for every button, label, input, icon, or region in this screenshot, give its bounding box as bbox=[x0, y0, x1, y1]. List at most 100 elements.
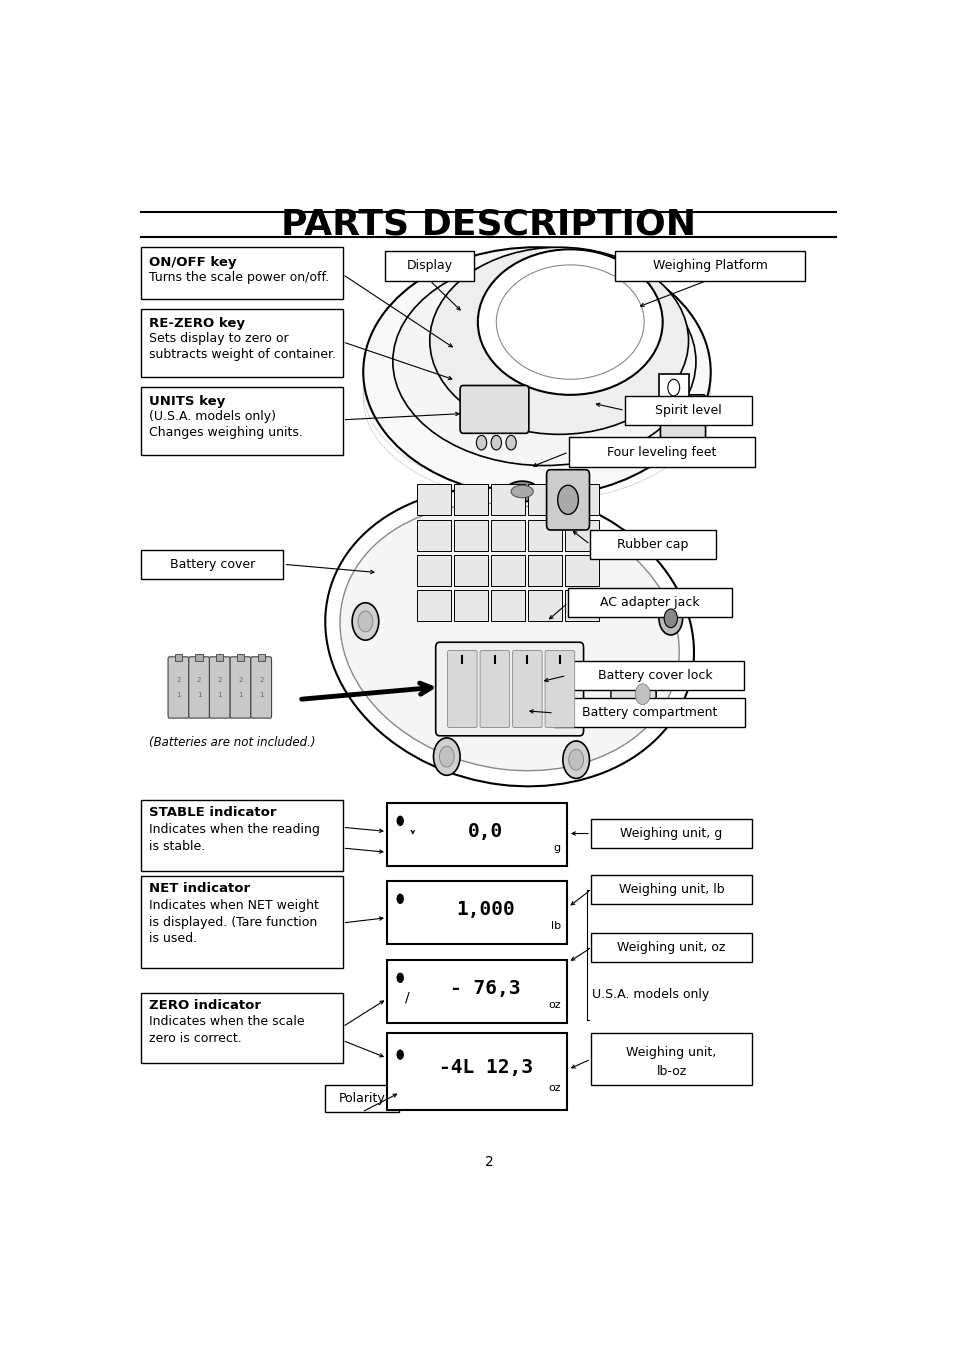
FancyBboxPatch shape bbox=[568, 437, 755, 467]
Text: Indicates when the reading: Indicates when the reading bbox=[149, 824, 319, 836]
FancyBboxPatch shape bbox=[141, 309, 342, 377]
Ellipse shape bbox=[363, 247, 710, 497]
Text: -4L 12,3: -4L 12,3 bbox=[438, 1058, 532, 1077]
FancyBboxPatch shape bbox=[168, 657, 189, 718]
Text: Sets display to zero or: Sets display to zero or bbox=[149, 332, 288, 346]
FancyBboxPatch shape bbox=[436, 643, 583, 736]
Text: lb-oz: lb-oz bbox=[656, 1065, 686, 1079]
FancyBboxPatch shape bbox=[590, 875, 751, 905]
Circle shape bbox=[476, 436, 486, 450]
FancyBboxPatch shape bbox=[189, 657, 210, 718]
FancyBboxPatch shape bbox=[387, 1033, 566, 1110]
Circle shape bbox=[629, 675, 656, 713]
Text: U.S.A. models only: U.S.A. models only bbox=[592, 988, 709, 1002]
Text: 2: 2 bbox=[196, 676, 201, 683]
FancyBboxPatch shape bbox=[387, 882, 566, 944]
Text: 1: 1 bbox=[176, 693, 180, 698]
FancyBboxPatch shape bbox=[491, 590, 524, 621]
FancyBboxPatch shape bbox=[567, 589, 731, 617]
FancyBboxPatch shape bbox=[512, 651, 541, 728]
FancyBboxPatch shape bbox=[141, 247, 342, 300]
Text: Weighing unit, oz: Weighing unit, oz bbox=[617, 941, 725, 954]
FancyBboxPatch shape bbox=[416, 590, 451, 621]
Text: 1: 1 bbox=[238, 693, 242, 698]
FancyBboxPatch shape bbox=[590, 531, 715, 559]
Text: Changes weighing units.: Changes weighing units. bbox=[149, 427, 302, 439]
Circle shape bbox=[433, 738, 459, 775]
Text: ZERO indicator: ZERO indicator bbox=[149, 999, 260, 1011]
Text: Indicates when NET weight: Indicates when NET weight bbox=[149, 899, 318, 913]
Circle shape bbox=[396, 894, 403, 904]
Text: Indicates when the scale: Indicates when the scale bbox=[149, 1015, 304, 1029]
FancyBboxPatch shape bbox=[590, 819, 751, 848]
FancyBboxPatch shape bbox=[566, 662, 743, 690]
Text: zero is correct.: zero is correct. bbox=[149, 1031, 241, 1045]
FancyBboxPatch shape bbox=[454, 590, 488, 621]
Text: 2: 2 bbox=[238, 676, 242, 683]
FancyBboxPatch shape bbox=[479, 651, 509, 728]
Text: Battery cover lock: Battery cover lock bbox=[598, 670, 712, 682]
FancyBboxPatch shape bbox=[454, 485, 488, 516]
Circle shape bbox=[667, 379, 679, 396]
FancyBboxPatch shape bbox=[210, 657, 230, 718]
Text: 1: 1 bbox=[258, 693, 263, 698]
FancyBboxPatch shape bbox=[546, 470, 589, 531]
FancyBboxPatch shape bbox=[447, 651, 476, 728]
Text: 2: 2 bbox=[484, 1156, 493, 1169]
Text: 1,000: 1,000 bbox=[456, 900, 515, 919]
Circle shape bbox=[439, 747, 454, 767]
Text: 0,0: 0,0 bbox=[468, 822, 503, 841]
Text: Weighing Platform: Weighing Platform bbox=[652, 259, 766, 273]
Text: RE-ZERO key: RE-ZERO key bbox=[149, 317, 245, 329]
FancyBboxPatch shape bbox=[624, 396, 751, 425]
FancyBboxPatch shape bbox=[416, 520, 451, 551]
Text: Turns the scale power on/off.: Turns the scale power on/off. bbox=[149, 271, 329, 284]
Ellipse shape bbox=[429, 247, 688, 435]
FancyBboxPatch shape bbox=[216, 653, 223, 662]
FancyBboxPatch shape bbox=[454, 520, 488, 551]
Circle shape bbox=[635, 684, 649, 705]
FancyBboxPatch shape bbox=[141, 992, 342, 1064]
FancyBboxPatch shape bbox=[554, 698, 744, 728]
FancyBboxPatch shape bbox=[528, 485, 561, 516]
FancyBboxPatch shape bbox=[528, 520, 561, 551]
Text: Rubber cap: Rubber cap bbox=[617, 539, 688, 551]
Text: Weighing unit, g: Weighing unit, g bbox=[619, 828, 722, 840]
Circle shape bbox=[568, 749, 583, 770]
Circle shape bbox=[352, 602, 378, 640]
Text: Spirit level: Spirit level bbox=[655, 404, 721, 417]
FancyBboxPatch shape bbox=[174, 653, 182, 662]
FancyBboxPatch shape bbox=[528, 555, 561, 586]
Text: 1: 1 bbox=[217, 693, 222, 698]
FancyBboxPatch shape bbox=[324, 1085, 398, 1112]
FancyBboxPatch shape bbox=[236, 653, 244, 662]
FancyBboxPatch shape bbox=[195, 653, 203, 662]
FancyBboxPatch shape bbox=[564, 590, 598, 621]
FancyBboxPatch shape bbox=[544, 651, 574, 728]
Circle shape bbox=[396, 972, 403, 983]
Text: AC adapter jack: AC adapter jack bbox=[599, 597, 700, 609]
Text: Display: Display bbox=[406, 259, 453, 273]
Text: Weighing unit, lb: Weighing unit, lb bbox=[618, 883, 723, 896]
FancyBboxPatch shape bbox=[230, 657, 251, 718]
Ellipse shape bbox=[477, 250, 662, 394]
FancyBboxPatch shape bbox=[454, 555, 488, 586]
Circle shape bbox=[505, 436, 516, 450]
FancyBboxPatch shape bbox=[257, 653, 265, 662]
Text: (Batteries are not included.): (Batteries are not included.) bbox=[149, 736, 315, 749]
Text: g: g bbox=[553, 844, 560, 853]
Text: subtracts weight of container.: subtracts weight of container. bbox=[149, 348, 335, 360]
FancyBboxPatch shape bbox=[387, 960, 566, 1023]
Text: UNITS key: UNITS key bbox=[149, 394, 225, 408]
Text: NET indicator: NET indicator bbox=[149, 883, 250, 895]
FancyBboxPatch shape bbox=[564, 485, 598, 516]
Ellipse shape bbox=[325, 487, 693, 786]
Text: is stable.: is stable. bbox=[149, 840, 205, 853]
Circle shape bbox=[396, 815, 403, 826]
Circle shape bbox=[491, 436, 501, 450]
Text: 2: 2 bbox=[176, 676, 180, 683]
FancyBboxPatch shape bbox=[659, 394, 705, 443]
Text: - 76,3: - 76,3 bbox=[450, 979, 520, 998]
FancyBboxPatch shape bbox=[251, 657, 272, 718]
Text: /: / bbox=[405, 991, 410, 1004]
